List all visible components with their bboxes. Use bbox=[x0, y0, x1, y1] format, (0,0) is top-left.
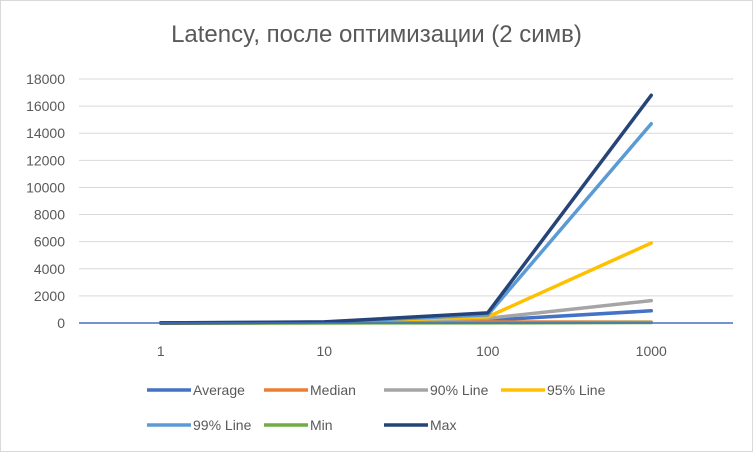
y-tick-label: 2000 bbox=[34, 288, 65, 304]
legend-item: Average bbox=[147, 382, 245, 398]
legend-item: 90% Line bbox=[384, 382, 489, 398]
legend-item: 99% Line bbox=[147, 417, 252, 433]
y-tick-label: 10000 bbox=[26, 179, 65, 195]
y-tick-label: 4000 bbox=[34, 261, 65, 277]
legend-item: Max bbox=[384, 417, 456, 433]
legend-label: 90% Line bbox=[430, 382, 489, 398]
legend-label: Min bbox=[310, 417, 333, 433]
legend-label: Max bbox=[430, 417, 456, 433]
y-tick-label: 18000 bbox=[26, 71, 65, 87]
series-line-95-line bbox=[159, 241, 653, 325]
y-tick-label: 14000 bbox=[26, 125, 65, 141]
y-tick-label: 12000 bbox=[26, 152, 65, 168]
y-tick-label: 0 bbox=[57, 315, 65, 331]
legend-label: 95% Line bbox=[547, 382, 606, 398]
y-tick-label: 6000 bbox=[34, 234, 65, 250]
chart-title: Latency, после оптимизации (2 симв) bbox=[171, 21, 582, 48]
series-line-99-line bbox=[159, 121, 653, 325]
legend-label: Average bbox=[193, 382, 245, 398]
x-tick-label: 1000 bbox=[636, 343, 667, 359]
legend-item: 95% Line bbox=[501, 382, 606, 398]
y-tick-label: 8000 bbox=[34, 207, 65, 223]
x-tick-label: 10 bbox=[316, 343, 332, 359]
legend-item: Min bbox=[264, 417, 333, 433]
y-tick-label: 16000 bbox=[26, 98, 65, 114]
x-tick-label: 100 bbox=[476, 343, 500, 359]
legend-label: Median bbox=[310, 382, 356, 398]
x-tick-label: 1 bbox=[157, 343, 165, 359]
legend-label: 99% Line bbox=[193, 417, 252, 433]
legend-item: Median bbox=[264, 382, 356, 398]
